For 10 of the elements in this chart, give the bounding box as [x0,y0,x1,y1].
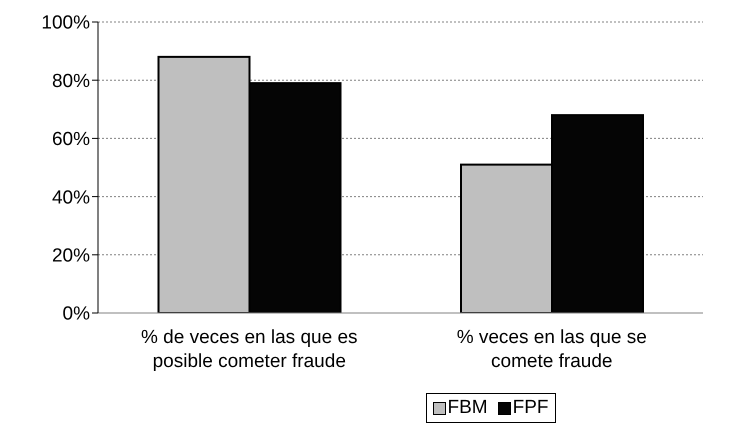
y-tick-label: 20% [52,246,90,267]
y-tick-label: 80% [52,70,90,92]
x-tick-label: % veces en las que se comete fraude [456,327,647,372]
x-tick-label: % de veces en las que es posible cometer fraude [140,327,358,372]
legend-label: FBM [446,397,488,419]
y-tick-label: 0% [62,304,90,325]
y-tick-label: 60% [52,129,90,150]
y-tick-label: 100% [41,12,90,34]
legend-label: FPF [512,397,548,419]
y-tick-label: 40% [52,187,90,208]
